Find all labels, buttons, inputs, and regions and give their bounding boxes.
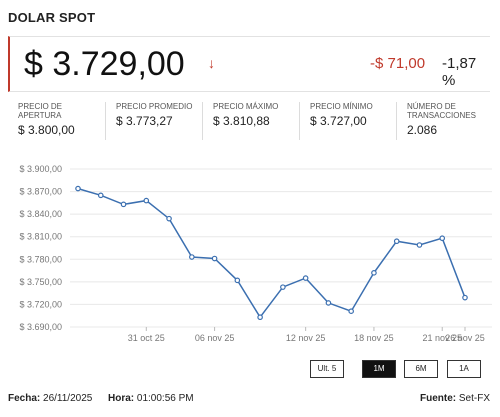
stat-value: $ 3.800,00	[18, 123, 75, 137]
stat-value: 2.086	[407, 123, 438, 137]
x-tick-label: 18 nov 25	[354, 333, 394, 343]
data-point[interactable]	[302, 275, 309, 281]
data-point[interactable]	[120, 201, 127, 208]
data-point[interactable]	[143, 197, 150, 204]
down-arrow-icon: ↓	[208, 55, 215, 71]
footer-date: Fecha: 26/11/2025	[8, 393, 92, 404]
x-tick-label: 12 nov 25	[286, 333, 326, 343]
data-point[interactable]	[234, 277, 241, 284]
y-tick-label: $ 3.840,00	[19, 209, 62, 219]
data-point[interactable]	[75, 185, 81, 192]
source-label: Fuente:	[420, 393, 457, 404]
price-line-chart: $ 3.900,00 $ 3.870,00 $ 3.840,00 $ 3.810,00…	[19, 164, 492, 343]
date-value: 26/11/2025	[43, 393, 93, 404]
range-button-1a[interactable]: 1A	[447, 360, 481, 378]
price-series-line	[77, 187, 466, 319]
page-title: DOLAR SPOT	[8, 10, 96, 25]
range-button-ult5[interactable]: Ult. 5	[310, 360, 344, 378]
x-tick-label: 06 nov 25	[195, 333, 235, 343]
range-selector: Ult. 5 1M 6M 1A	[0, 360, 500, 380]
stat-value: $ 3.810,88	[213, 114, 270, 128]
stat-label: PRECIO MÁXIMO	[213, 102, 279, 111]
footer-source: Fuente: Set-FX	[420, 393, 490, 404]
stat-label: PRECIO DE APERTURA	[18, 102, 63, 120]
stat-label: PRECIO PROMEDIO	[116, 102, 193, 111]
x-tick-label: 31 oct 25	[128, 333, 165, 343]
data-point[interactable]	[416, 242, 423, 248]
range-button-1m[interactable]: 1M	[362, 360, 396, 378]
stats-row: PRECIO DE APERTURA $ 3.800,00 PRECIO PRO…	[8, 102, 490, 142]
price-change-percent: -1,87 %	[442, 55, 477, 89]
y-tick-label: $ 3.810,00	[19, 232, 62, 242]
stat-apertura: PRECIO DE APERTURA $ 3.800,00	[8, 102, 104, 140]
stat-transacciones: NÚMERO DE TRANSACCIONES 2.086	[396, 102, 490, 140]
x-tick-label: 21 nov 25	[422, 333, 462, 343]
data-point[interactable]	[97, 192, 104, 199]
data-point[interactable]	[348, 308, 354, 315]
data-point[interactable]	[393, 238, 400, 245]
data-point[interactable]	[439, 235, 446, 242]
price-panel: $ 3.729,00 ↓ -$ 71,00 -1,87 %	[8, 36, 490, 92]
time-value: 01:00:56 PM	[136, 393, 194, 404]
data-point[interactable]	[166, 215, 172, 222]
x-tick-label: 26 nov 25	[445, 333, 485, 343]
data-point[interactable]	[371, 270, 377, 276]
stat-value: $ 3.727,00	[310, 114, 367, 128]
y-tick-label: $ 3.780,00	[19, 254, 62, 264]
footer-time: Hora: 01:00:56 PM	[108, 393, 194, 404]
stat-promedio: PRECIO PROMEDIO $ 3.773,27	[105, 102, 201, 140]
data-point[interactable]	[462, 294, 468, 301]
y-tick-label: $ 3.720,00	[19, 299, 62, 309]
stat-minimo: PRECIO MÍNIMO $ 3.727,00	[299, 102, 395, 140]
stat-maximo: PRECIO MÁXIMO $ 3.810,88	[202, 102, 298, 140]
range-button-6m[interactable]: 6M	[404, 360, 438, 378]
source-value: Set-FX	[458, 393, 491, 404]
data-point[interactable]	[325, 300, 332, 306]
current-price: $ 3.729,00	[24, 45, 185, 83]
y-tick-label: $ 3.690,00	[19, 322, 62, 332]
y-tick-label: $ 3.870,00	[19, 187, 62, 197]
data-point[interactable]	[257, 314, 263, 321]
price-change: -$ 71,00	[370, 55, 426, 72]
data-point[interactable]	[211, 255, 218, 262]
y-tick-label: $ 3.900,00	[19, 164, 62, 174]
y-tick-label: $ 3.750,00	[19, 277, 62, 287]
date-label: Fecha:	[8, 393, 41, 404]
data-point[interactable]	[280, 284, 286, 290]
stat-label: NÚMERO DE TRANSACCIONES	[407, 102, 476, 120]
stat-value: $ 3.773,27	[116, 114, 173, 128]
stat-label: PRECIO MÍNIMO	[310, 102, 373, 111]
data-point[interactable]	[189, 254, 195, 260]
time-label: Hora:	[108, 393, 135, 404]
